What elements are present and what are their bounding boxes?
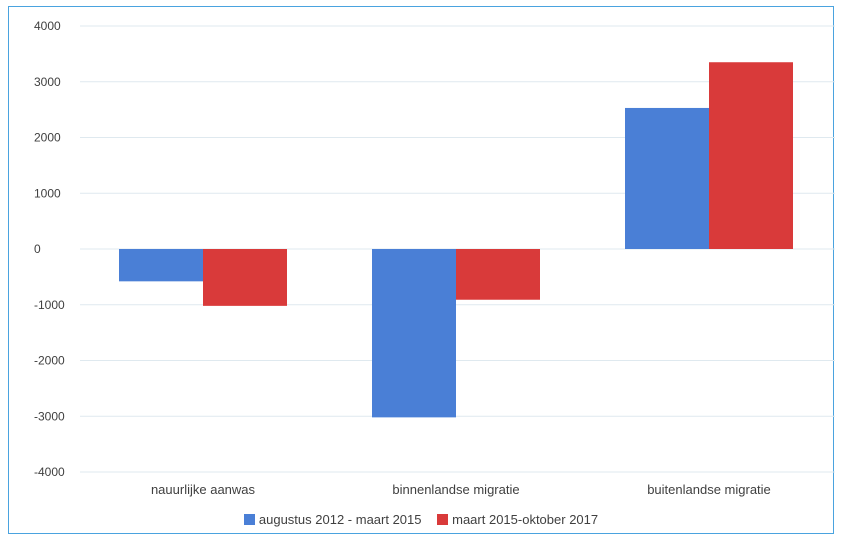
gridlines	[80, 25, 835, 473]
legend: augustus 2012 - maart 2015 maart 2015-ok…	[0, 512, 842, 527]
x-category-label: buitenlandse migratie	[647, 482, 771, 497]
legend-swatch-series-2	[437, 514, 449, 525]
y-axis-ticks: 4000 3000 2000 1000 0 -1000 -2000 -3000 -4000	[34, 19, 65, 479]
y-tick-label: -1000	[34, 298, 65, 312]
legend-swatch-series-1	[243, 514, 255, 525]
x-axis-categories: nauurlijke aanwas binnenlandse migratie bu…	[151, 482, 771, 497]
x-category-label: nauurlijke aanwas	[151, 482, 256, 497]
y-tick-label: 1000	[34, 186, 61, 200]
bar-series-1-cat-1	[119, 249, 203, 282]
legend-item-series-2: maart 2015-oktober 2017	[437, 512, 598, 527]
bars	[119, 62, 793, 418]
y-tick-label: 2000	[34, 131, 61, 145]
bar-series-1-cat-3	[625, 107, 709, 249]
y-tick-label: -3000	[34, 409, 65, 423]
y-tick-label: 0	[34, 242, 41, 256]
bar-series-2-cat-2	[456, 249, 540, 300]
y-tick-label: -2000	[34, 354, 65, 368]
x-category-label: binnenlandse migratie	[392, 482, 519, 497]
y-tick-label: 3000	[34, 75, 61, 89]
legend-label-series-1: augustus 2012 - maart 2015	[258, 512, 422, 527]
y-tick-label: -4000	[34, 465, 65, 479]
bar-series-2-cat-1	[203, 249, 287, 306]
legend-item-series-1: augustus 2012 - maart 2015	[243, 512, 422, 527]
bar-series-2-cat-3	[709, 62, 793, 249]
y-tick-label: 4000	[34, 19, 61, 33]
bar-series-1-cat-2	[372, 249, 456, 418]
legend-label-series-2: maart 2015-oktober 2017	[452, 512, 599, 527]
